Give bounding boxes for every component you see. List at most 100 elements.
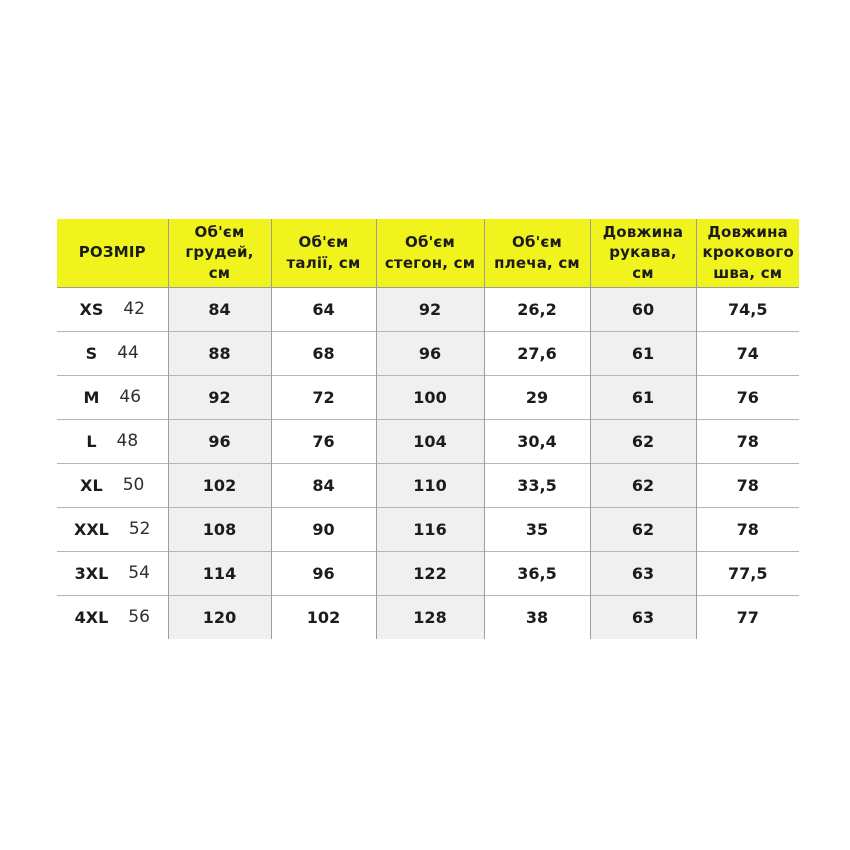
size-label: 3XL — [74, 563, 109, 583]
cell-shoulder: 30,4 — [483, 419, 591, 463]
size-number: 44 — [117, 343, 139, 363]
cell-chest: 114 — [167, 551, 272, 595]
cell-sleeve: 62 — [589, 419, 697, 463]
size-number: 56 — [128, 607, 150, 628]
size-label: M — [83, 387, 100, 407]
cell-hips: 128 — [375, 595, 485, 639]
cell-waist: 96 — [270, 551, 377, 595]
col-header-hips-line1: Об'єм — [405, 233, 455, 252]
size-label: S — [85, 343, 98, 363]
col-header-chest-line1: Об'єм — [194, 222, 245, 241]
cell-chest: 108 — [167, 507, 272, 551]
cell-chest: 96 — [167, 419, 272, 463]
table-row: XXL 52 108 90 116 35 62 78 — [57, 507, 799, 551]
size-label: XXL — [73, 519, 109, 539]
col-header-size-label: РОЗМІР — [78, 243, 146, 262]
table-row: M 46 92 72 100 29 61 76 — [57, 375, 799, 419]
col-header-inseam-line2: крокового — [702, 243, 794, 262]
size-number: 46 — [119, 387, 142, 407]
size-number: 42 — [123, 299, 145, 319]
col-header-inseam-line3: шва, см — [713, 264, 783, 283]
size-label: 4XL — [74, 607, 109, 627]
cell-waist: 90 — [270, 507, 377, 551]
size-label: XS — [79, 299, 104, 319]
cell-waist: 72 — [270, 375, 377, 419]
cell-shoulder: 36,5 — [483, 551, 591, 595]
col-header-inseam-line1: Довжина — [707, 222, 788, 241]
col-header-sleeve-line2: рукава, см — [609, 243, 677, 283]
cell-chest: 88 — [167, 331, 272, 375]
col-header-sleeve: Довжина рукава, см — [589, 219, 697, 287]
cell-size: XL 50 — [57, 463, 169, 507]
cell-shoulder: 35 — [483, 507, 591, 551]
cell-waist: 76 — [270, 419, 377, 463]
cell-shoulder: 33,5 — [483, 463, 591, 507]
cell-sleeve: 63 — [589, 595, 697, 639]
col-header-chest: Об'єм грудей, см — [167, 219, 272, 287]
cell-sleeve: 61 — [589, 375, 697, 419]
cell-inseam: 78 — [695, 419, 799, 463]
cell-sleeve: 62 — [589, 463, 697, 507]
cell-inseam: 78 — [695, 507, 799, 551]
cell-inseam: 76 — [695, 375, 799, 419]
cell-hips: 110 — [375, 463, 485, 507]
cell-shoulder: 38 — [483, 595, 591, 639]
cell-inseam: 77,5 — [695, 551, 799, 595]
cell-sleeve: 63 — [589, 551, 697, 595]
col-header-hips: Об'єм стегон, см — [375, 219, 485, 287]
col-header-inseam: Довжина крокового шва, см — [695, 219, 799, 287]
cell-shoulder: 29 — [483, 375, 591, 419]
cell-chest: 84 — [167, 287, 272, 331]
cell-shoulder: 27,6 — [483, 331, 591, 375]
cell-waist: 68 — [270, 331, 377, 375]
col-header-shoulder-line2: плеча, см — [494, 253, 580, 272]
col-header-shoulder: Об'єм плеча, см — [483, 219, 591, 287]
cell-hips: 116 — [375, 507, 485, 551]
cell-waist: 84 — [270, 463, 377, 507]
size-number: 52 — [128, 519, 151, 539]
cell-inseam: 74,5 — [695, 287, 799, 331]
cell-size: XS 42 — [57, 287, 169, 331]
size-chart-table: РОЗМІР Об'єм грудей, см Об'єм талії, см … — [57, 219, 799, 639]
size-number: 50 — [122, 475, 145, 495]
table-row: S 44 88 68 96 27,6 61 74 — [57, 331, 799, 375]
cell-inseam: 77 — [695, 595, 799, 639]
table-row: L 48 96 76 104 30,4 62 78 — [57, 419, 799, 463]
col-header-chest-line2: грудей, см — [185, 243, 254, 283]
col-header-waist-line1: Об'єм — [298, 233, 349, 252]
cell-chest: 120 — [167, 595, 272, 639]
cell-sleeve: 61 — [589, 331, 697, 375]
col-header-hips-line2: стегон, см — [384, 253, 476, 272]
cell-hips: 104 — [375, 419, 485, 463]
cell-shoulder: 26,2 — [483, 287, 591, 331]
table-row: 3XL 54 114 96 122 36,5 63 77,5 — [57, 551, 799, 595]
col-header-size: РОЗМІР — [57, 219, 169, 287]
cell-sleeve: 60 — [589, 287, 697, 331]
cell-hips: 100 — [375, 375, 485, 419]
size-number: 54 — [128, 563, 150, 583]
table-row: 4XL 56 120 102 128 38 63 77 — [57, 595, 799, 639]
col-header-shoulder-line1: Об'єм — [512, 233, 562, 252]
col-header-waist: Об'єм талії, см — [270, 219, 377, 287]
table-row: XS 42 84 64 92 26,2 60 74,5 — [57, 287, 799, 331]
cell-sleeve: 62 — [589, 507, 697, 551]
col-header-sleeve-line1: Довжина — [602, 222, 684, 241]
cell-inseam: 78 — [695, 463, 799, 507]
col-header-waist-line2: талії, см — [286, 253, 361, 272]
cell-waist: 64 — [270, 287, 377, 331]
size-label: L — [86, 431, 97, 451]
size-number: 48 — [116, 431, 139, 451]
cell-size: M 46 — [57, 375, 169, 419]
cell-chest: 92 — [167, 375, 272, 419]
cell-size: L 48 — [57, 419, 169, 463]
cell-size: 4XL 56 — [57, 595, 169, 639]
cell-hips: 92 — [375, 287, 485, 331]
cell-inseam: 74 — [695, 331, 799, 375]
table-row: XL 50 102 84 110 33,5 62 78 — [57, 463, 799, 507]
cell-size: 3XL 54 — [57, 551, 169, 595]
cell-hips: 96 — [375, 331, 485, 375]
cell-size: S 44 — [57, 331, 169, 375]
cell-waist: 102 — [270, 595, 377, 639]
cell-size: XXL 52 — [57, 507, 169, 551]
